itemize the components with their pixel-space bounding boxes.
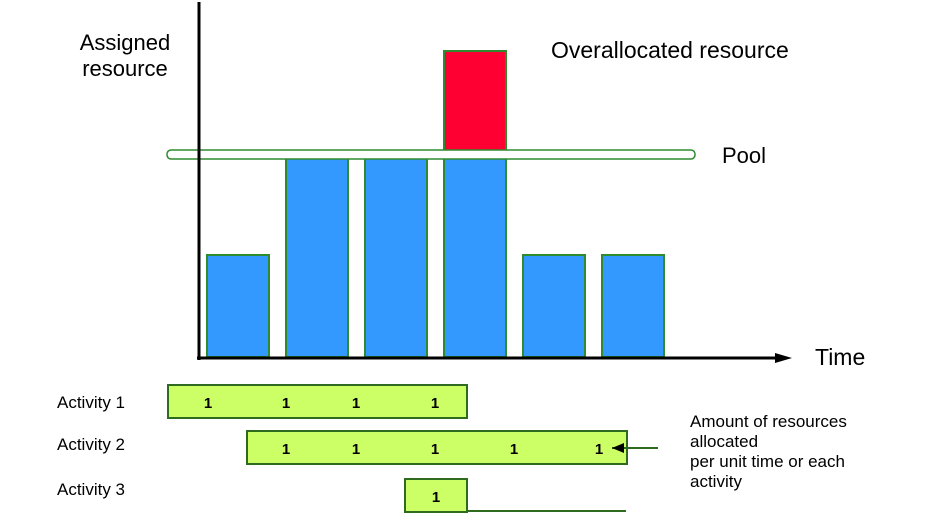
overallocated-bar-4 [443,50,507,154]
activity-1-bar [167,384,468,419]
activity-2-value-3: 1 [431,441,439,458]
activity-1-value-1: 1 [204,395,212,412]
pool-label: Pool [722,143,767,168]
x-axis-arrowhead [775,353,792,363]
resource-bar-3 [364,152,428,358]
activity-3-value-1: 1 [432,489,440,506]
activity-2-value-2: 1 [352,441,360,458]
resource-bar-1 [206,254,270,358]
resource-bar-5 [522,254,586,358]
y-axis-label: Assigned resource [79,30,171,81]
activity-2-bar [246,430,628,465]
overallocated-label: Overallocated resource [551,37,789,63]
activity-2-value-4: 1 [510,441,518,458]
resource-bar-2 [285,152,349,358]
x-axis-label: Time [815,344,866,370]
activity-1-value-4: 1 [431,395,439,412]
pool-line [166,149,696,160]
allocation-note: Amount of resources allocated per unit t… [690,412,847,491]
resource-bar-6 [601,254,665,358]
note-arrowhead [612,443,624,453]
activity-2-label: Activity 2 [57,435,126,454]
activity-2-value-1: 1 [282,441,290,458]
activity-2-value-5: 1 [595,441,603,458]
activity-1-value-3: 1 [352,395,360,412]
activity-1-label: Activity 1 [57,393,126,412]
activity-3-label: Activity 3 [57,480,126,499]
resource-bar-4 [443,152,507,358]
activity-1-value-2: 1 [282,395,290,412]
activity-3-bar [404,478,468,513]
